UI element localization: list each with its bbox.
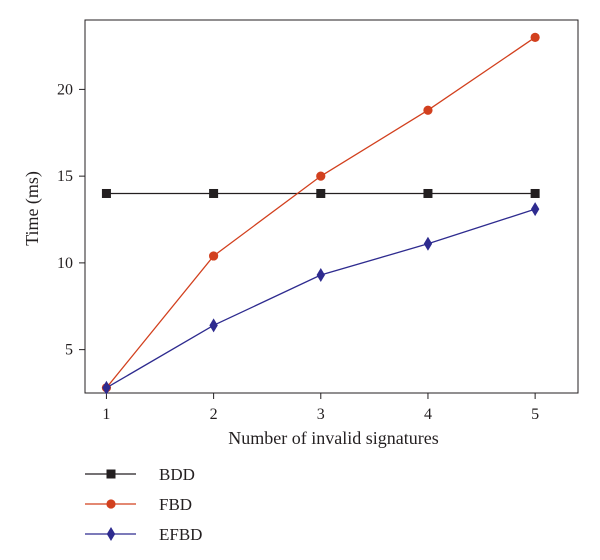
y-tick-label: 20 (57, 81, 73, 98)
data-point-efbd (423, 236, 433, 251)
data-point-fbd (530, 32, 540, 42)
plot-frame-rect (84, 19, 579, 394)
legend-marker (106, 499, 116, 509)
data-point-fbd (209, 251, 219, 261)
series-line-fbd (105, 36, 536, 389)
series-line-efbd (106, 208, 536, 389)
legend-marker (106, 469, 116, 479)
legend-label: EFBD (159, 525, 202, 544)
legend-marker (106, 527, 116, 541)
legend-item-efbd: EFBD (85, 525, 202, 544)
series-bdd (101, 188, 540, 198)
x-axis-ticks: 1 2 3 4 5 (102, 393, 539, 423)
y-axis-ticks: 5 10 15 20 (57, 81, 85, 359)
data-point-efbd (102, 380, 111, 395)
series-layer (101, 32, 540, 395)
x-tick-label: 1 (102, 406, 110, 423)
data-point-bdd (423, 188, 433, 198)
data-point-bdd (530, 188, 540, 198)
data-point-efbd (209, 318, 218, 333)
series-fbd (101, 32, 540, 393)
x-tick-label: 2 (210, 406, 218, 423)
x-tick-label: 3 (317, 406, 325, 423)
data-point-efbd (530, 202, 540, 217)
legend-item-bdd: BDD (85, 465, 195, 484)
legend: BDD FBD EFBD (85, 465, 202, 544)
y-tick-label: 10 (57, 255, 73, 272)
x-tick-label: 4 (424, 406, 432, 423)
plot-frame (84, 19, 579, 394)
x-tick-label: 5 (531, 406, 539, 423)
x-axis-label: Number of invalid signatures (228, 428, 438, 448)
y-tick-label: 5 (65, 342, 73, 359)
data-point-fbd (316, 171, 326, 181)
data-point-fbd (423, 105, 433, 115)
legend-label: BDD (159, 465, 195, 484)
data-point-bdd (101, 188, 111, 198)
data-point-efbd (316, 268, 325, 283)
data-point-bdd (209, 188, 219, 198)
y-axis-label: Time (ms) (22, 171, 43, 246)
legend-item-fbd: FBD (85, 495, 192, 514)
series-efbd (102, 202, 540, 395)
y-tick-label: 15 (57, 168, 73, 185)
data-point-bdd (316, 188, 326, 198)
legend-label: FBD (159, 495, 192, 514)
